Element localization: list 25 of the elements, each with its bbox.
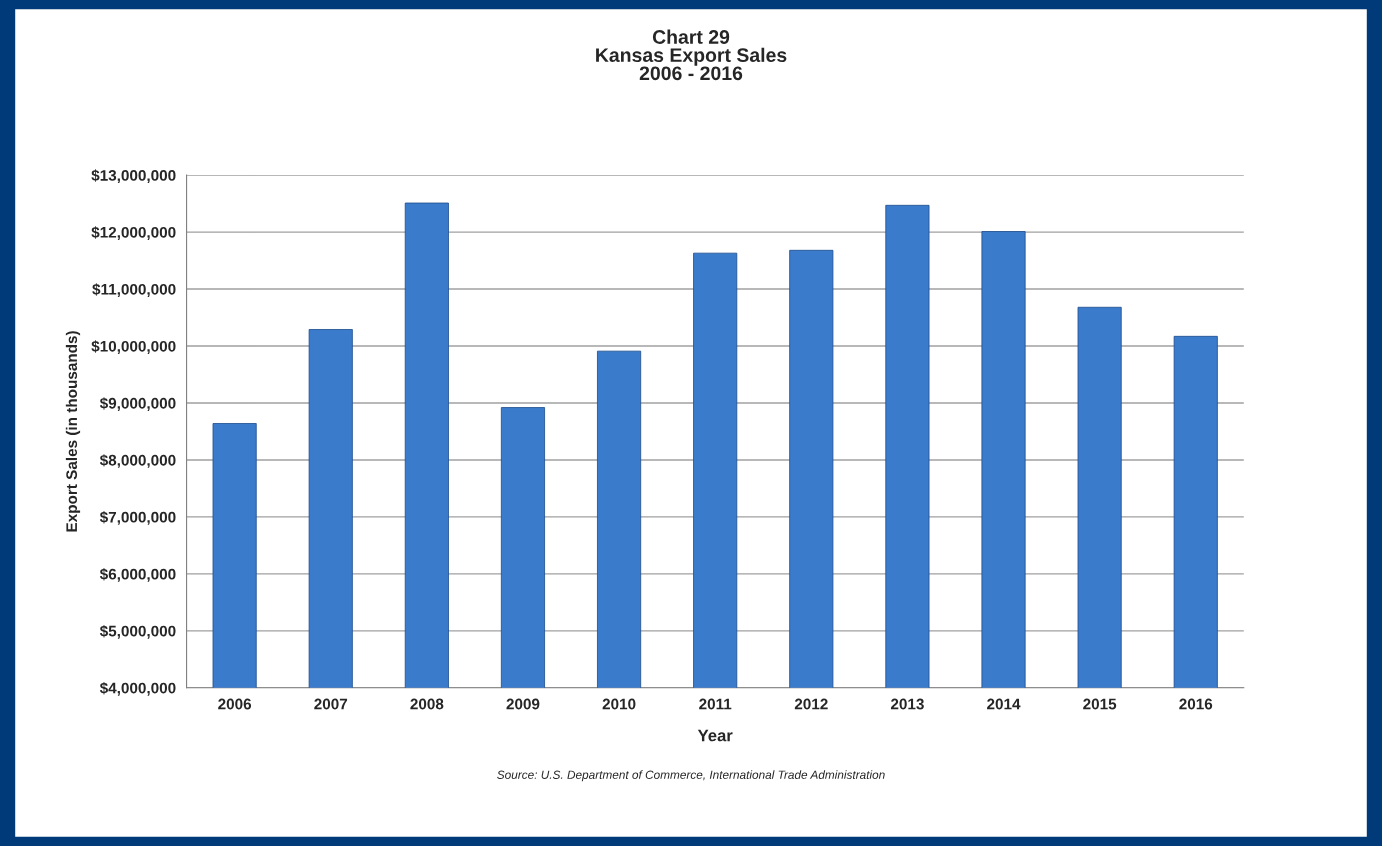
x-tick-label: 2014: [987, 698, 1021, 710]
x-tick-label: 2012: [794, 698, 828, 710]
x-tick-label: 2011: [699, 698, 732, 710]
x-tick-label: 2015: [1083, 698, 1117, 710]
y-tick-label: $13,000,000: [91, 169, 176, 184]
y-tick-label: $11,000,000: [92, 283, 176, 297]
x-axis-title: Year: [697, 729, 733, 742]
y-tick-label: $9,000,000: [99, 397, 176, 411]
y-tick-label: $10,000,000: [91, 340, 176, 354]
y-axis-title: Export Sales (in thousands): [65, 331, 81, 532]
chart-title: Chart 29 Kansas Export Sales 2006 - 2016: [596, 29, 787, 81]
x-tick-label: 2006: [218, 698, 252, 710]
y-tick-label: $6,000,000: [99, 568, 176, 582]
x-tick-label: 2016: [1179, 698, 1213, 710]
y-tick-label: $5,000,000: [99, 625, 176, 639]
x-tick-label: 2009: [506, 698, 540, 710]
x-tick-label: 2008: [410, 698, 444, 710]
y-tick-label: $4,000,000: [99, 681, 176, 696]
y-tick-label: $8,000,000: [99, 454, 176, 468]
y-tick-label: $12,000,000: [91, 226, 176, 240]
y-tick-label: $7,000,000: [99, 511, 176, 525]
x-tick-label: 2010: [602, 698, 636, 710]
source-note: Source: U.S. Department of Commerce, International Trade Administration: [497, 770, 885, 782]
x-tick-label: 2013: [890, 698, 924, 710]
x-tick-label: 2007: [314, 698, 348, 710]
